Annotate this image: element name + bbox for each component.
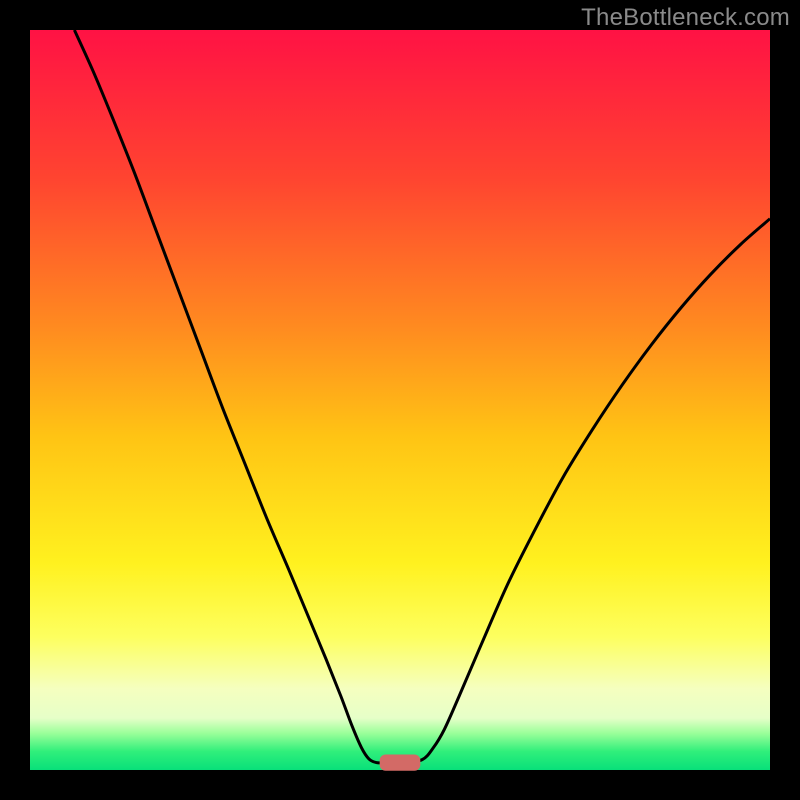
optimal-marker — [380, 754, 421, 770]
watermark-text: TheBottleneck.com — [581, 4, 790, 32]
plot-background — [30, 30, 770, 770]
bottleneck-chart: TheBottleneck.com — [0, 0, 800, 800]
plot-svg — [0, 0, 800, 800]
